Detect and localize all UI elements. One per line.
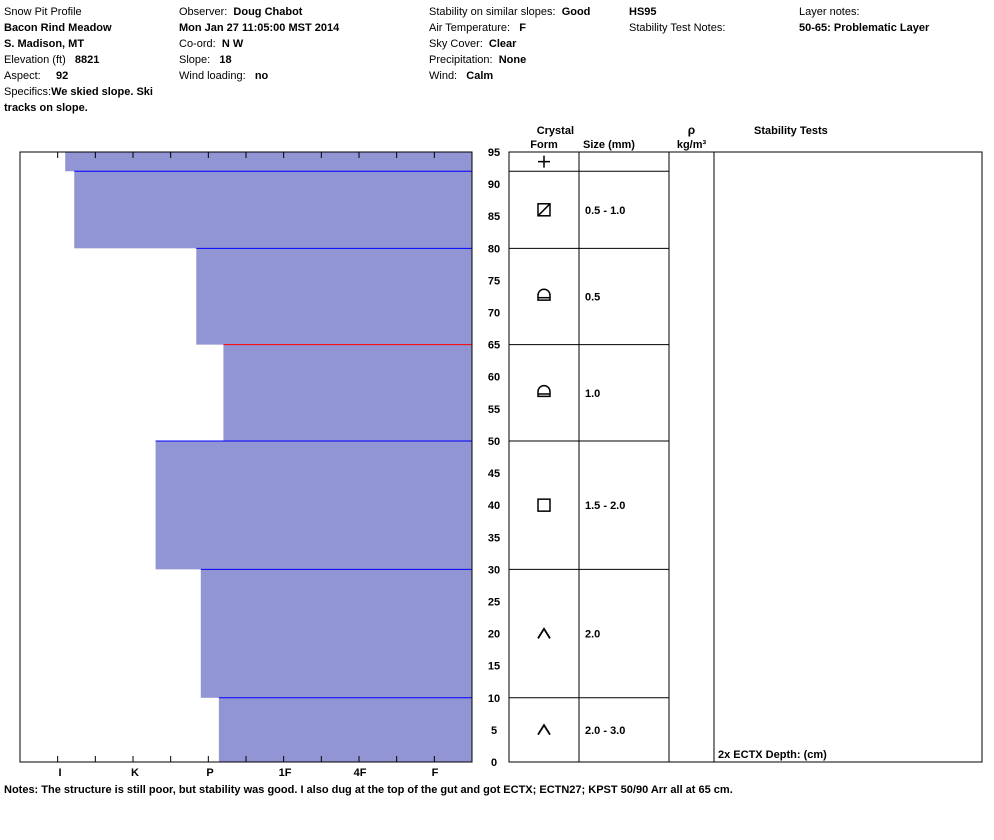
svg-text:Crystal: Crystal [537,125,574,137]
ln-label: Layer notes: [799,6,860,18]
header-block: Snow Pit Profile Bacon Rind Meadow S. Ma… [4,4,994,116]
svg-text:75: 75 [488,275,500,287]
svg-text:35: 35 [488,532,500,544]
svg-text:1.5 - 2.0: 1.5 - 2.0 [585,500,625,512]
svg-text:90: 90 [488,179,500,191]
air-val: F [519,22,526,34]
svg-text:F: F [432,767,439,779]
svg-text:0.5: 0.5 [585,291,600,303]
svg-text:85: 85 [488,211,500,223]
svg-text:0.5 - 1.0: 0.5 - 1.0 [585,205,625,217]
slope-val: 18 [219,54,231,66]
notes-text: The structure is still poor, but stabili… [41,784,732,796]
hs-label: HS95 [629,6,657,18]
precip-val: None [499,54,527,66]
precip-label: Precipitation: [429,54,493,66]
windload-label: Wind loading: [179,70,246,82]
svg-text:50: 50 [488,436,500,448]
svg-text:Size (mm): Size (mm) [583,139,635,151]
stab-label: Stability on similar slopes: [429,6,556,18]
svg-text:45: 45 [488,468,500,480]
elev-val: 8821 [75,54,99,66]
specifics-label: Specifics: [4,86,51,98]
sky-label: Sky Cover: [429,38,483,50]
svg-text:70: 70 [488,308,500,320]
windload-val: no [255,70,268,82]
svg-text:P: P [206,767,213,779]
notes-label: Notes: [4,784,38,796]
svg-text:30: 30 [488,564,500,576]
notes-line: Notes: The structure is still poor, but … [4,784,994,796]
svg-text:15: 15 [488,661,500,673]
svg-text:kg/m³: kg/m³ [677,139,707,151]
region: S. Madison, MT [4,38,84,50]
coord-val: N W [222,38,243,50]
aspect-val: 92 [56,70,68,82]
svg-text:20: 20 [488,629,500,641]
svg-text:K: K [131,767,139,779]
svg-text:80: 80 [488,243,500,255]
snow-pit-chart: Crystal Form Size (mm) ρ kg/m³ Stability Test… [4,122,994,782]
svg-text:2x ECTX Depth: (cm): 2x ECTX Depth: (cm) [718,749,827,761]
slope-label: Slope: [179,54,210,66]
svg-text:I: I [58,767,61,779]
svg-text:2.0 - 3.0: 2.0 - 3.0 [585,725,625,737]
svg-text:25: 25 [488,596,500,608]
stab-val: Good [562,6,591,18]
svg-text:2.0: 2.0 [585,629,600,641]
svg-text:95: 95 [488,147,500,159]
windc-val: Calm [466,70,493,82]
title-label: Snow Pit Profile [4,6,82,18]
svg-text:40: 40 [488,500,500,512]
svg-text:Form: Form [530,139,558,151]
ln-val: 50-65: Problematic Layer [799,22,929,34]
svg-text:1F: 1F [279,767,292,779]
svg-text:60: 60 [488,372,500,384]
aspect-label: Aspect: [4,70,41,82]
svg-text:0: 0 [491,757,497,769]
date: Mon Jan 27 11:05:00 MST 2014 [179,22,339,34]
sky-val: Clear [489,38,517,50]
svg-text:65: 65 [488,340,500,352]
windc-label: Wind: [429,70,457,82]
svg-text:1.0: 1.0 [585,388,600,400]
svg-text:55: 55 [488,404,500,416]
stn-label: Stability Test Notes: [629,22,725,34]
svg-text:5: 5 [491,725,497,737]
elev-label: Elevation (ft) [4,54,66,66]
obs-label: Observer: [179,6,227,18]
svg-text:ρ: ρ [688,123,695,137]
obs-val: Doug Chabot [233,6,302,18]
coord-label: Co-ord: [179,38,216,50]
location: Bacon Rind Meadow [4,22,112,34]
svg-text:4F: 4F [354,767,367,779]
svg-text:10: 10 [488,693,500,705]
svg-text:Stability Tests: Stability Tests [754,125,828,137]
air-label: Air Temperature: [429,22,510,34]
